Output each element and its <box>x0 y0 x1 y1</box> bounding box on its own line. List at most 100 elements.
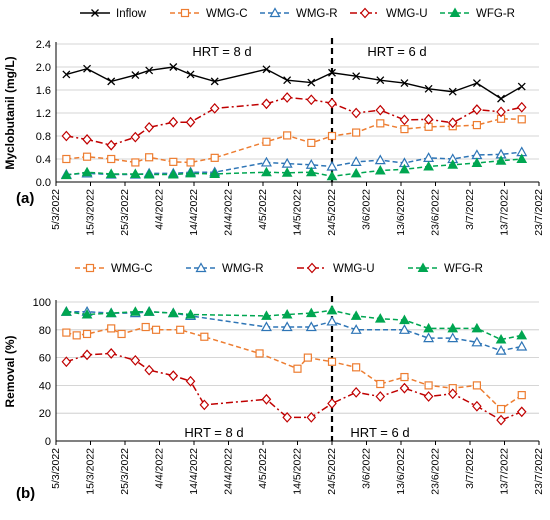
data-point <box>151 325 161 334</box>
data-point <box>472 120 481 130</box>
chart-panel-b: 0 20 40 60 80 100 5/3/2022 15/3/2022 25/3/2022 4/… <box>3 262 545 502</box>
x-tick-label: 13/6/2022 <box>395 189 407 236</box>
data-point <box>400 372 409 382</box>
x-tick-label: 13/6/2022 <box>395 448 407 495</box>
data-point <box>423 391 434 402</box>
data-point <box>423 113 434 125</box>
data-point <box>141 322 150 332</box>
data-point <box>516 101 527 113</box>
x-tick-label: 3/7/2022 <box>464 448 476 489</box>
data-point <box>82 152 92 161</box>
x-tick-label: 23/7/2022 <box>533 189 545 236</box>
data-point <box>107 77 116 86</box>
data-point <box>447 159 459 169</box>
chart-panel-a: 0.0 0.4 0.8 1.2 1.6 2.0 2.4 5/3/2022 15/3/2022 25… <box>3 7 545 236</box>
series-wmg-u <box>61 348 527 426</box>
x-tick-label: 5/3/2022 <box>50 189 62 230</box>
legend-marker <box>91 9 99 17</box>
data-point <box>83 64 92 73</box>
data-point <box>423 152 435 162</box>
data-point <box>106 348 117 359</box>
x-tick-label: 4/4/2022 <box>154 189 166 230</box>
x-tick-label: 4/5/2022 <box>257 448 269 489</box>
x-tick-label: 4/4/2022 <box>154 448 166 489</box>
data-point <box>375 104 386 116</box>
x-tick-label: 13/7/2022 <box>499 189 511 236</box>
data-point <box>350 310 362 320</box>
data-point <box>167 307 179 318</box>
data-point <box>351 386 361 398</box>
legend-label: WFG-R <box>476 8 515 20</box>
x-tick-label: 13/7/2022 <box>499 448 511 495</box>
data-point <box>472 79 481 88</box>
data-point <box>516 340 528 351</box>
data-point <box>350 167 362 178</box>
data-point <box>307 78 316 87</box>
x-tick-label: 24/4/2022 <box>223 448 235 495</box>
x-tick-label: 25/3/2022 <box>119 448 131 495</box>
data-point <box>495 334 507 344</box>
data-point <box>210 153 219 162</box>
y-axis-label: Removal (%) <box>3 335 17 407</box>
hrt-annotation: HRT = 8 d <box>192 44 251 59</box>
series-line <box>66 158 522 178</box>
data-point <box>374 164 386 175</box>
hrt-annotation: HRT = 6 d <box>350 425 409 440</box>
data-point <box>472 381 481 390</box>
hrt-annotation: HRT = 6 d <box>367 44 426 59</box>
data-point <box>517 391 526 400</box>
x-tick-label: 14/4/2022 <box>188 189 200 236</box>
data-point <box>261 310 272 320</box>
data-point <box>106 139 117 151</box>
data-point <box>350 156 362 166</box>
data-point <box>281 321 293 332</box>
data-point <box>398 324 410 334</box>
x-tick-label: 4/5/2022 <box>257 189 269 230</box>
data-point <box>72 331 81 340</box>
data-point <box>209 102 220 114</box>
data-point <box>281 157 293 168</box>
legend-marker <box>307 262 317 274</box>
data-point <box>209 168 221 178</box>
data-point <box>424 381 433 390</box>
data-point <box>176 325 185 334</box>
x-tick-label: 15/3/2022 <box>85 448 97 495</box>
data-point <box>261 98 272 110</box>
data-point <box>306 411 317 423</box>
legend-label: WMG-C <box>206 8 248 20</box>
data-point <box>327 398 337 409</box>
data-point <box>306 94 317 106</box>
data-point <box>352 128 361 137</box>
data-point <box>130 354 141 366</box>
series-wmg-c <box>62 114 526 167</box>
data-point <box>107 154 116 164</box>
data-point <box>352 72 361 81</box>
y-tick-label: 0.4 <box>36 154 51 166</box>
data-point <box>423 332 435 343</box>
data-point <box>448 87 457 96</box>
series-wfg-r <box>60 153 528 181</box>
y-tick-label: 60 <box>39 353 51 365</box>
data-point <box>82 349 92 361</box>
data-point <box>143 169 155 179</box>
data-point <box>283 131 292 140</box>
data-point <box>472 104 482 115</box>
data-point <box>447 322 459 333</box>
data-point <box>167 169 179 179</box>
data-point <box>326 315 338 326</box>
data-point <box>185 167 196 178</box>
data-point <box>185 116 196 128</box>
data-point <box>399 163 410 174</box>
series-wmg-u <box>61 92 527 151</box>
data-point <box>169 63 178 71</box>
data-point <box>495 344 507 355</box>
data-point <box>144 364 154 376</box>
data-point <box>447 388 458 400</box>
data-point <box>497 94 506 103</box>
y-tick-label: 1.2 <box>36 108 51 120</box>
y-tick-label: 0.0 <box>36 177 51 189</box>
x-tick-label: 25/3/2022 <box>119 189 131 236</box>
y-tick-label: 80 <box>39 325 51 337</box>
data-point <box>131 71 140 80</box>
